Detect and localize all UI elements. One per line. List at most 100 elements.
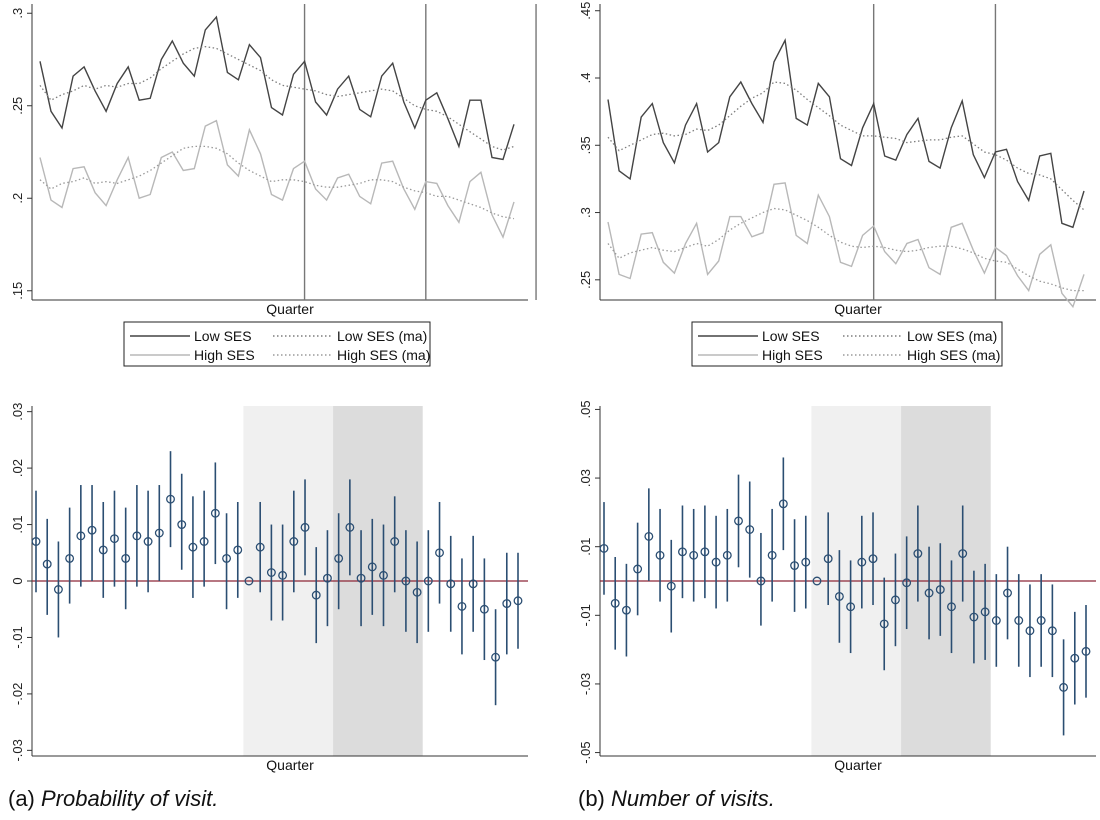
point-estimate: [87, 525, 97, 535]
y-tick-label: .05: [578, 400, 593, 418]
y-tick-label: .02: [10, 459, 25, 477]
legend-label: Low SES: [194, 328, 252, 344]
series-line-high-ses-ma: [607, 207, 1084, 292]
point-estimate: [513, 596, 523, 606]
x-axis-label: Quarter: [834, 757, 882, 773]
y-tick-label: .35: [578, 136, 593, 154]
point-estimate: [468, 579, 478, 589]
x-axis-label: Quarter: [266, 301, 314, 317]
chart-b-top: .25 .3 .35 .4 .45 Quarter Low SES Low SES (ma) H…: [578, 2, 1096, 367]
point-estimate: [790, 561, 800, 571]
legend-label: Low SES (ma): [337, 328, 427, 344]
point-estimate: [143, 537, 153, 546]
point-estimate: [121, 553, 131, 563]
point-estimate: [621, 605, 631, 615]
point-estimate: [902, 578, 912, 588]
point-estimate: [1036, 616, 1046, 625]
point-estimate: [42, 559, 52, 569]
point-estimate: [890, 595, 900, 605]
point-estimate: [633, 564, 643, 574]
y-tick-label: .03: [578, 469, 593, 487]
point-estimate: [935, 585, 945, 595]
y-tick-label: .45: [578, 2, 593, 20]
point-estimate: [1081, 646, 1091, 656]
chart-a-bottom: -.03 -.02 -.01 0 .01 .02 .03 Quarter: [10, 403, 528, 773]
point-estimate: [166, 494, 175, 504]
point-estimate: [188, 542, 198, 552]
point-estimate: [502, 599, 512, 609]
caption-b: (b) Number of visits.: [578, 786, 775, 812]
point-estimate: [334, 553, 344, 563]
legend-label: High SES (ma): [337, 347, 430, 363]
point-estimate: [834, 591, 844, 601]
y-tick-label: .01: [578, 538, 593, 556]
point-estimate: [379, 570, 388, 580]
point-estimate: [289, 537, 299, 546]
point-estimate: [689, 550, 699, 560]
point-estimate: [980, 607, 990, 617]
caption-a: (a) Probability of visit.: [8, 786, 218, 812]
point-estimate: [435, 548, 444, 558]
point-estimate: [734, 516, 743, 526]
point-estimate: [846, 602, 856, 612]
legend-label: Low SES (ma): [907, 328, 997, 344]
y-tick-label: -.03: [10, 739, 25, 761]
y-tick-label: .2: [10, 193, 25, 204]
point-estimate: [678, 547, 687, 557]
y-tick-label: .15: [10, 282, 25, 300]
point-estimate: [244, 576, 254, 586]
series-line-low-ses: [607, 38, 1085, 229]
point-estimate: [1059, 682, 1069, 692]
caption-b-label: (b): [578, 786, 605, 811]
point-estimate: [210, 508, 220, 518]
point-estimate: [356, 573, 366, 583]
point-estimate: [610, 598, 620, 608]
y-tick-label: -.02: [10, 683, 25, 705]
point-estimate: [1003, 588, 1012, 598]
point-estimate: [31, 537, 41, 546]
point-estimate: [311, 590, 321, 600]
point-estimate: [401, 576, 411, 586]
legend: Low SES Low SES (ma) High SES High SES (ma): [691, 321, 1003, 367]
point-estimate: [423, 576, 433, 586]
point-estimate: [711, 557, 721, 567]
point-estimate: [655, 550, 665, 560]
y-tick-label: -.01: [578, 604, 593, 626]
y-tick-label: .25: [578, 271, 593, 289]
series-line-low-ses-ma: [607, 81, 1085, 211]
x-axis-label: Quarter: [266, 757, 314, 773]
point-estimate: [700, 547, 710, 557]
legend-box: [123, 321, 431, 367]
point-estimate: [177, 520, 187, 529]
y-tick-label: -.05: [578, 741, 593, 763]
point-estimate: [644, 531, 654, 541]
point-estimate: [924, 588, 934, 598]
point-estimate: [722, 550, 732, 560]
y-tick-label: .01: [10, 516, 25, 534]
point-estimate: [599, 543, 609, 553]
point-estimate: [98, 545, 108, 555]
series-line-low-ses: [39, 15, 515, 161]
point-estimate: [491, 652, 501, 662]
point-estimate: [367, 562, 377, 572]
point-estimate: [913, 549, 923, 558]
y-tick-label: .4: [578, 73, 593, 84]
point-estimate: [1014, 616, 1024, 625]
legend-label: Low SES: [762, 328, 820, 344]
point-estimate: [255, 542, 265, 552]
legend-box: [691, 321, 1003, 367]
y-tick-label: .25: [10, 97, 25, 115]
point-estimate: [65, 553, 75, 563]
chart-a-top: .15 .2 .25 .3 Quarter Low SES Low SES (ma) High…: [10, 4, 537, 367]
point-estimate: [958, 549, 968, 558]
point-estimate: [666, 581, 676, 591]
y-tick-label: -.03: [578, 673, 593, 695]
caption-a-label: (a): [8, 786, 35, 811]
point-estimate: [278, 570, 288, 580]
series-line-high-ses: [39, 119, 515, 239]
point-estimate: [947, 602, 956, 612]
point-estimate: [457, 601, 467, 611]
point-estimate: [76, 531, 86, 541]
point-estimate: [412, 587, 422, 597]
